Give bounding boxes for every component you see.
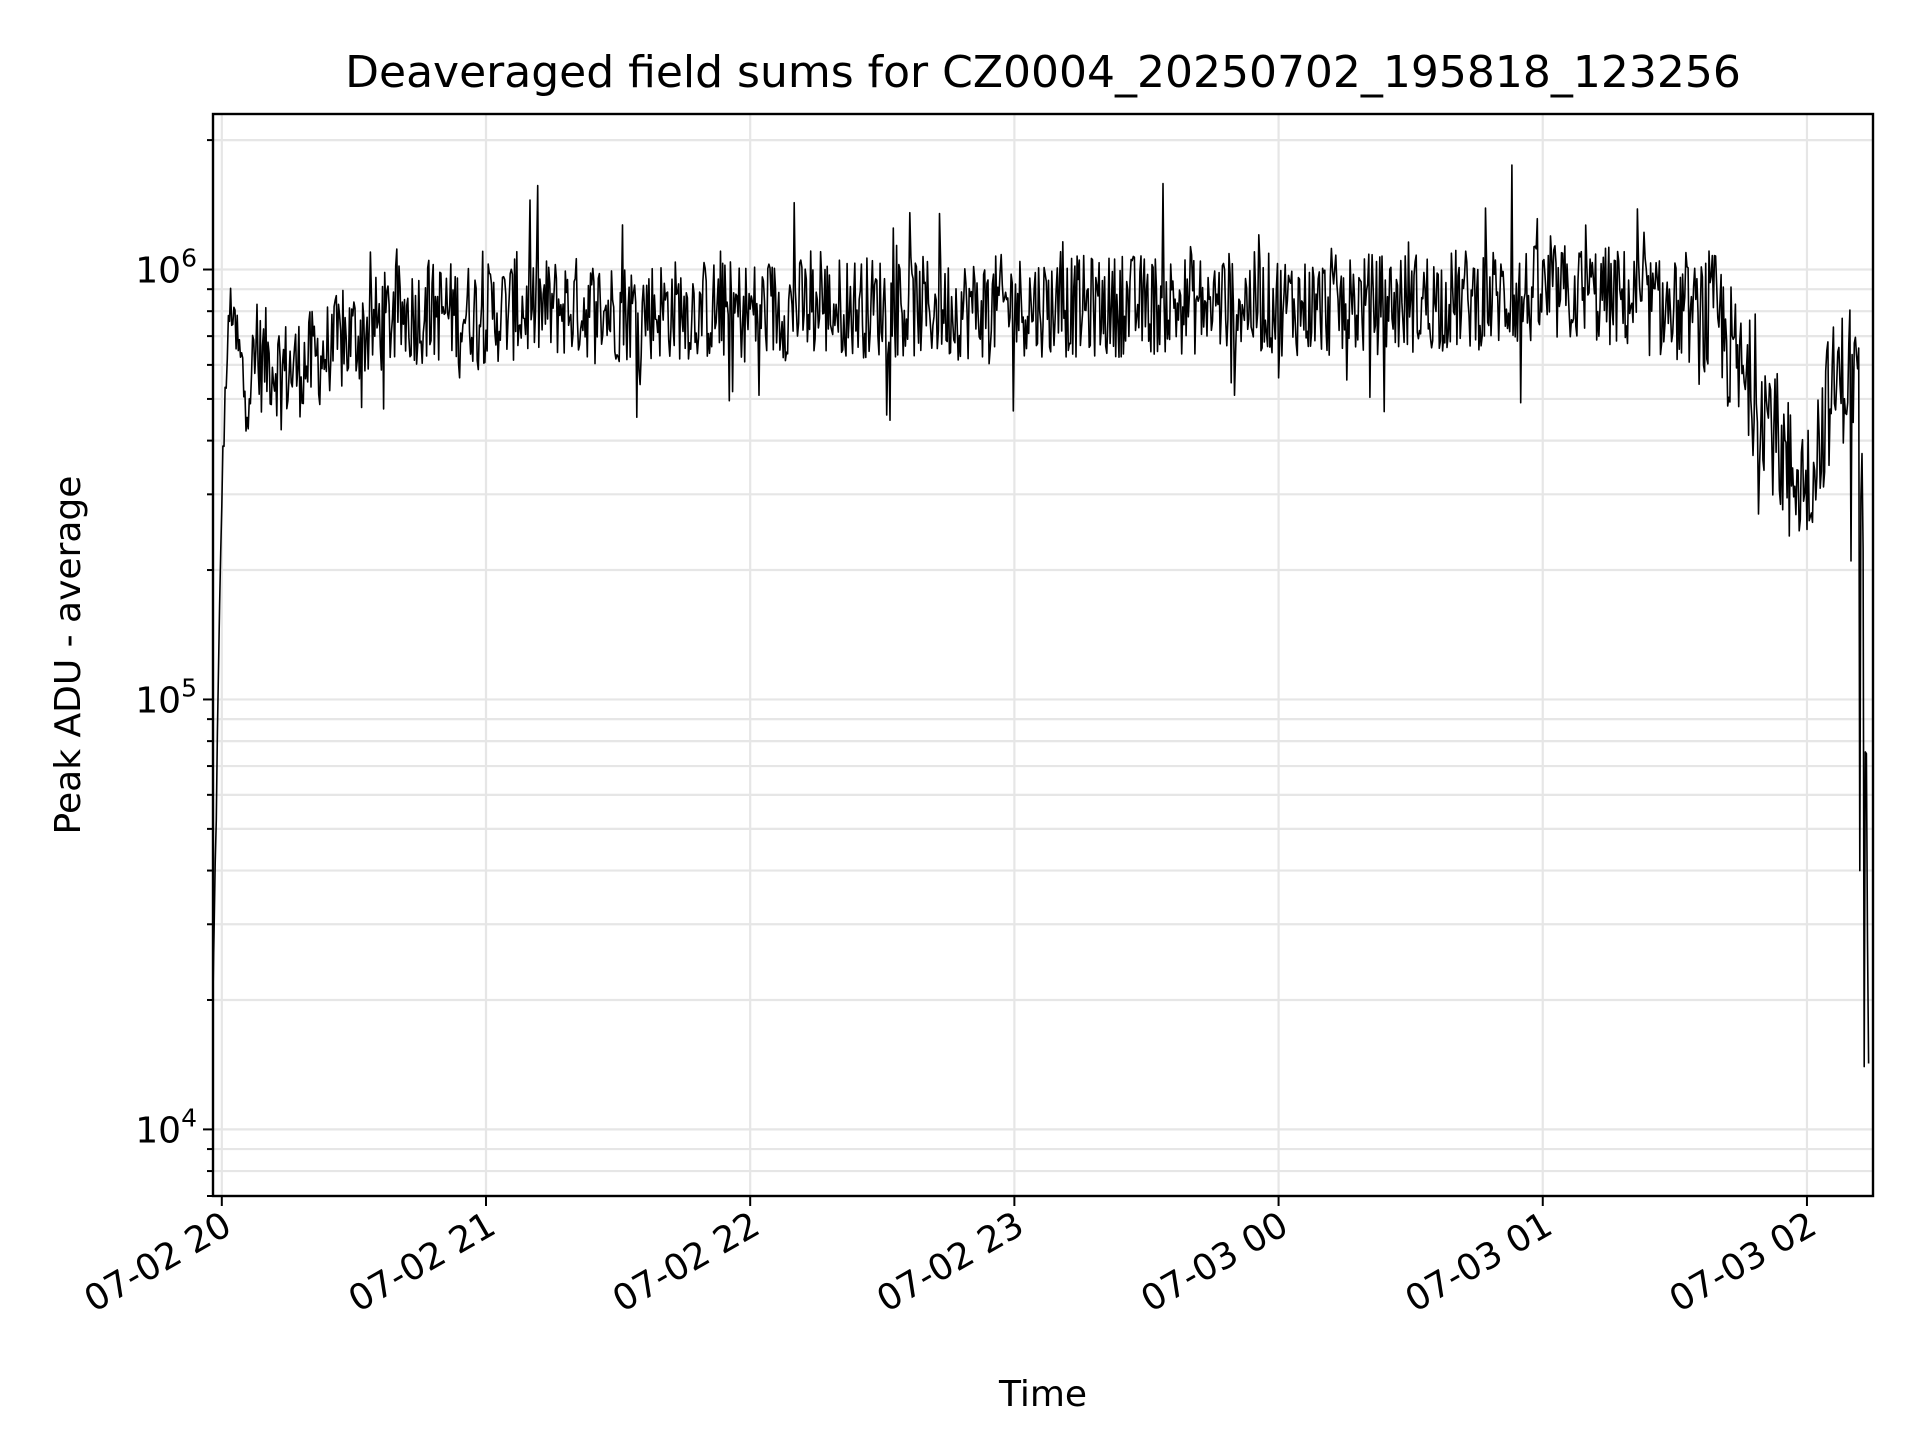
plot-frame xyxy=(211,112,1875,1198)
y-tick-label: 104 xyxy=(135,1103,197,1151)
y-tick-exponent: 5 xyxy=(181,673,197,702)
series-layer xyxy=(212,164,1870,1068)
chart-title: Deaveraged field sums for CZ0004_2025070… xyxy=(345,47,1741,98)
y-axis-label: Peak ADU - average xyxy=(48,476,89,835)
series-line xyxy=(212,164,1870,1068)
y-tick-exponent: 4 xyxy=(181,1103,197,1132)
y-tick-label: 105 xyxy=(135,673,197,721)
x-axis-label: Time xyxy=(998,1374,1087,1415)
y-tick-base: 10 xyxy=(135,251,181,292)
y-tick-exponent: 6 xyxy=(181,244,197,273)
y-tick-base: 10 xyxy=(135,1110,181,1151)
y-tick-base: 10 xyxy=(135,680,181,721)
y-tick-label: 106 xyxy=(135,244,197,292)
